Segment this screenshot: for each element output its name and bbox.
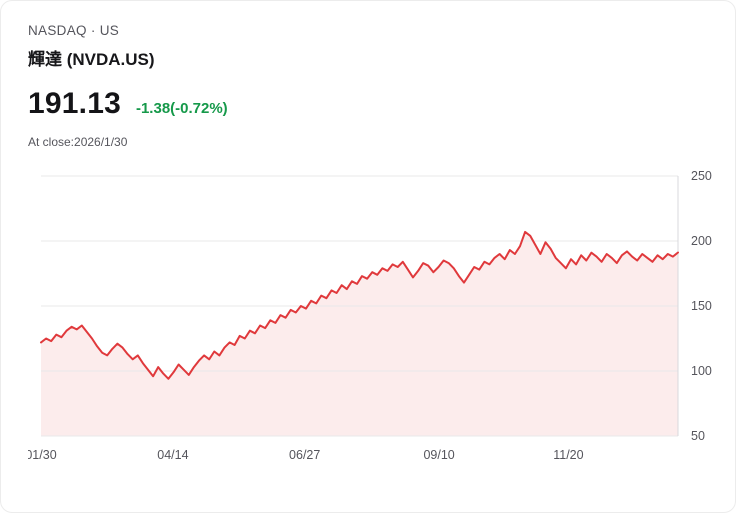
quote-header: NASDAQ · US 輝達 (NVDA.US) 191.13 -1.38(-0… xyxy=(1,1,735,149)
exchange-label: NASDAQ · US xyxy=(28,23,120,38)
price-chart-svg: 250 200 150 100 50 01/30 04/14 06/27 09/10 11/20 xyxy=(25,169,712,462)
x-axis-label: 09/10 xyxy=(423,448,454,462)
y-axis-label: 150 xyxy=(691,299,712,313)
y-axis-label: 200 xyxy=(691,234,712,248)
x-axis-label: 06/27 xyxy=(289,448,320,462)
price-line xyxy=(40,230,679,380)
price-chart: 250 200 150 100 50 01/30 04/14 06/27 09/10 11/20 xyxy=(25,163,718,468)
stock-price: 191.13 xyxy=(28,87,121,120)
close-info: At close:2026/1/30 xyxy=(28,135,128,149)
x-axis-label: 11/20 xyxy=(553,448,583,462)
y-axis-label: 100 xyxy=(691,364,712,378)
y-axis-label: 250 xyxy=(691,169,712,183)
x-axis-label: 01/30 xyxy=(28,448,57,462)
y-axis-label: 50 xyxy=(691,429,705,443)
price-change: -1.38(-0.72%) xyxy=(135,100,228,117)
stock-name: 輝達 (NVDA.US) xyxy=(28,50,155,69)
price-row: 191.13 -1.38(-0.72%) xyxy=(28,87,708,121)
price-area-fill xyxy=(41,231,678,436)
x-axis-label: 04/14 xyxy=(157,448,188,462)
